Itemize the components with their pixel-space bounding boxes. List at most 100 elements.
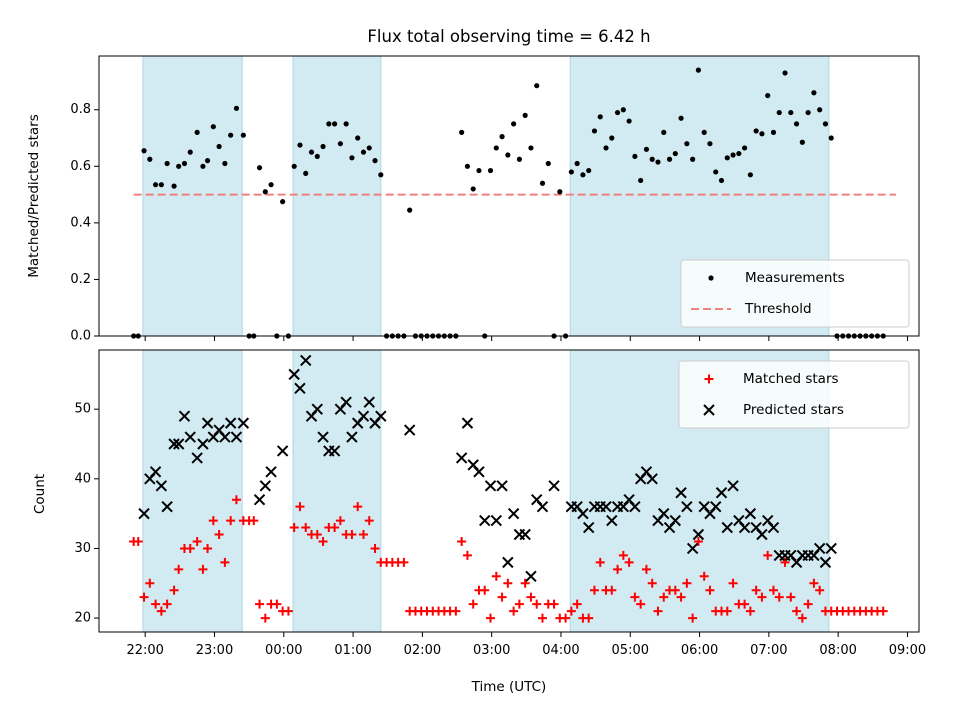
bottom-point-plus-115 — [792, 606, 802, 616]
x-tick-label: 23:00 — [196, 643, 233, 658]
bottom-point-plus-106 — [740, 599, 750, 609]
top-point-dot-42 — [372, 158, 378, 164]
top-point-dot-6 — [164, 160, 170, 167]
top-point-dot-32 — [314, 153, 320, 160]
top-point-dot-5 — [158, 182, 164, 188]
bottom-shaded-interval-1 — [292, 349, 382, 633]
top-point-dot-97 — [690, 156, 696, 162]
bottom-point-plus-96 — [682, 578, 692, 588]
top-point-dot-9 — [181, 160, 188, 167]
bottom-point-plus-7 — [169, 585, 179, 595]
bottom-point-plus-116 — [797, 613, 807, 623]
top-point-dot-11 — [194, 129, 200, 135]
bottom-point-plus-10 — [185, 543, 195, 553]
bottom-point-x-8 — [184, 431, 196, 443]
bottom-point-plus-15 — [214, 530, 224, 540]
top-point-dot-115 — [793, 121, 800, 127]
top-point-dot-104 — [730, 152, 736, 158]
top-point-dot-38 — [349, 155, 355, 161]
top-shaded-interval-1 — [292, 55, 382, 337]
top-shaded-interval-0 — [142, 55, 243, 337]
bottom-point-plus-22 — [255, 599, 265, 609]
bottom-point-plus-66 — [509, 606, 519, 616]
bottom-point-plus-98 — [693, 536, 703, 546]
bottom-point-x-6 — [172, 438, 185, 450]
top-point-dot-31 — [308, 149, 315, 155]
top-point-dot-35 — [332, 121, 338, 127]
top-point-dot-84 — [614, 109, 621, 116]
top-legend-marker — [708, 275, 714, 281]
top-point-dot-2 — [141, 148, 147, 154]
top-point-dot-91 — [655, 159, 661, 165]
bottom-point-x-7 — [178, 410, 191, 422]
top-point-dot-30 — [303, 170, 309, 176]
top-point-dot-103 — [724, 155, 730, 161]
top-point-dot-66 — [511, 121, 517, 127]
top-point-dot-18 — [233, 105, 240, 111]
bottom-point-x-15 — [224, 417, 237, 429]
top-point-dot-48 — [407, 207, 413, 213]
top-point-dot-28 — [291, 163, 297, 169]
top-point-dot-76 — [568, 169, 574, 175]
x-tick-label: 02:00 — [404, 643, 441, 658]
bottom-point-plus-95 — [676, 592, 686, 602]
bottom-point-plus-28 — [289, 523, 299, 533]
top-point-dot-100 — [707, 141, 713, 147]
top-point-dot-116 — [799, 139, 805, 145]
bottom-point-plus-42 — [370, 543, 380, 553]
bottom-point-x-85 — [738, 521, 751, 534]
top-point-dot-29 — [297, 142, 303, 148]
bottom-point-x-27 — [317, 431, 329, 443]
bottom-point-plus-111 — [768, 585, 778, 595]
top-point-dot-34 — [326, 121, 332, 127]
x-axis-label: Time (UTC) — [471, 679, 547, 695]
bottom-point-x-17 — [237, 417, 250, 429]
top-point-dot-82 — [603, 145, 609, 151]
bottom-y-tick-label: 20 — [74, 611, 91, 626]
top-y-tick-label: 0.8 — [70, 102, 91, 117]
bottom-point-plus-12 — [198, 564, 208, 574]
bottom-point-plus-77 — [572, 599, 582, 609]
top-point-dot-16 — [222, 160, 228, 167]
bottom-point-plus-92 — [659, 592, 669, 602]
bottom-point-x-18 — [253, 493, 266, 506]
bottom-point-x-82 — [721, 521, 733, 534]
bottom-point-plus-30 — [301, 523, 311, 533]
bottom-point-plus-23 — [260, 613, 270, 623]
bottom-point-x-61 — [600, 500, 612, 513]
top-point-dot-89 — [643, 146, 650, 152]
top-point-dot-79 — [586, 167, 592, 174]
bottom-point-x-39 — [455, 452, 468, 464]
bottom-point-plus-3 — [145, 578, 155, 588]
x-tick-label: 04:00 — [542, 643, 579, 658]
bottom-point-x-75 — [681, 500, 693, 513]
bottom-point-x-0 — [138, 507, 150, 520]
bottom-point-plus-1 — [133, 536, 143, 546]
bottom-point-plus-118 — [809, 578, 819, 588]
top-point-dot-81 — [597, 114, 603, 120]
x-tick-label: 03:00 — [473, 643, 510, 658]
plot-layer: 0.0 0.2 0.4 0.6 0.8 20 30 40 50 22:00 23:00 00:00 01… — [70, 55, 926, 658]
chart-title: Flux total observing time = 6.42 h — [367, 27, 650, 46]
bottom-point-x-99 — [819, 556, 832, 569]
bottom-point-plus-38 — [347, 530, 357, 540]
x-tick-label: 01:00 — [334, 643, 371, 658]
top-legend-box — [680, 259, 910, 328]
bottom-point-x-34 — [357, 410, 370, 422]
bottom-point-x-14 — [219, 431, 231, 443]
top-point-dot-88 — [638, 177, 644, 184]
bottom-point-x-66 — [629, 500, 641, 513]
top-y-tick-label: 0.6 — [70, 159, 91, 174]
top-point-dot-12 — [200, 163, 206, 169]
top-point-dot-121 — [828, 135, 834, 141]
bottom-point-plus-70 — [532, 599, 542, 609]
bottom-point-x-83 — [727, 480, 739, 492]
bottom-point-plus-107 — [745, 606, 755, 616]
top-point-dot-120 — [822, 121, 829, 127]
bottom-point-plus-6 — [162, 599, 172, 609]
bottom-point-plus-41 — [364, 516, 374, 526]
top-point-dot-105 — [736, 150, 742, 157]
bottom-shaded-interval-0 — [142, 349, 243, 633]
bottom-point-plus-84 — [613, 564, 623, 574]
